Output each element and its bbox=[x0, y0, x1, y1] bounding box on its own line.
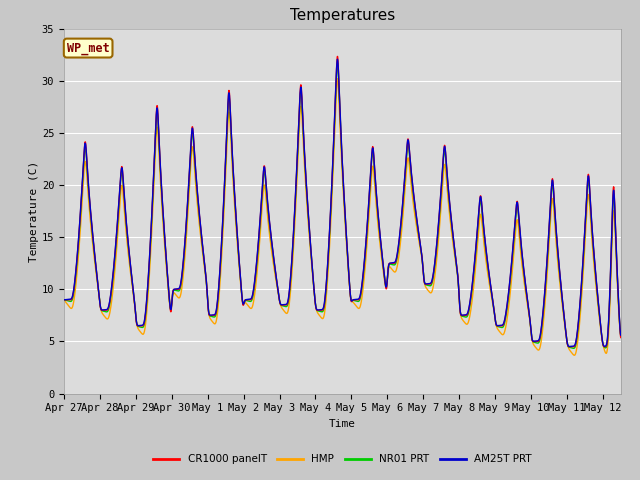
HMP bbox=[333, 76, 341, 82]
Y-axis label: Temperature (C): Temperature (C) bbox=[29, 161, 39, 262]
NR01 PRT bbox=[346, 285, 354, 291]
HMP bbox=[60, 298, 68, 303]
Line: NR01 PRT: NR01 PRT bbox=[64, 63, 621, 348]
AM25T PRT bbox=[566, 344, 573, 349]
HMP bbox=[346, 286, 354, 292]
AM25T PRT bbox=[93, 270, 100, 276]
HMP bbox=[409, 197, 417, 203]
CR1000 panelT bbox=[409, 185, 417, 191]
NR01 PRT bbox=[570, 346, 577, 351]
CR1000 panelT bbox=[93, 271, 100, 276]
AM25T PRT bbox=[409, 185, 417, 191]
Line: AM25T PRT: AM25T PRT bbox=[64, 59, 621, 347]
NR01 PRT bbox=[532, 340, 540, 346]
HMP bbox=[532, 344, 540, 350]
HMP bbox=[617, 331, 625, 337]
Legend: CR1000 panelT, HMP, NR01 PRT, AM25T PRT: CR1000 panelT, HMP, NR01 PRT, AM25T PRT bbox=[149, 450, 536, 468]
X-axis label: Time: Time bbox=[329, 419, 356, 429]
NR01 PRT bbox=[617, 333, 625, 338]
NR01 PRT bbox=[333, 60, 341, 66]
NR01 PRT bbox=[60, 297, 68, 303]
Title: Temperatures: Temperatures bbox=[290, 9, 395, 24]
CR1000 panelT bbox=[617, 335, 625, 340]
Line: CR1000 panelT: CR1000 panelT bbox=[64, 57, 621, 347]
CR1000 panelT bbox=[333, 54, 341, 60]
AM25T PRT bbox=[426, 281, 434, 287]
CR1000 panelT bbox=[346, 285, 354, 291]
CR1000 panelT bbox=[598, 334, 605, 340]
HMP bbox=[598, 335, 605, 341]
CR1000 panelT bbox=[566, 344, 574, 349]
AM25T PRT bbox=[60, 297, 68, 303]
AM25T PRT bbox=[532, 338, 540, 344]
Text: WP_met: WP_met bbox=[67, 42, 109, 55]
AM25T PRT bbox=[333, 56, 341, 62]
NR01 PRT bbox=[93, 272, 100, 277]
AM25T PRT bbox=[346, 285, 354, 290]
AM25T PRT bbox=[598, 334, 605, 339]
AM25T PRT bbox=[617, 332, 625, 338]
NR01 PRT bbox=[598, 334, 605, 340]
HMP bbox=[570, 352, 578, 358]
HMP bbox=[93, 275, 100, 280]
NR01 PRT bbox=[409, 188, 417, 193]
CR1000 panelT bbox=[426, 281, 434, 287]
HMP bbox=[426, 289, 434, 295]
CR1000 panelT bbox=[60, 297, 68, 303]
Line: HMP: HMP bbox=[64, 79, 621, 355]
NR01 PRT bbox=[426, 283, 434, 288]
CR1000 panelT bbox=[532, 338, 540, 344]
